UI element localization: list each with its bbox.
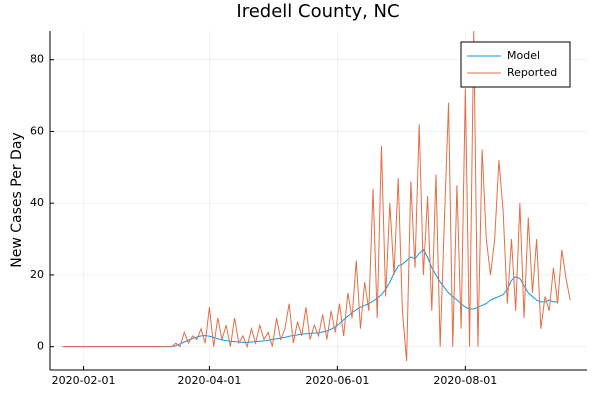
x-tick-label: 2020-08-01 <box>433 374 497 387</box>
y-tick-label: 80 <box>30 53 44 66</box>
y-tick-label: 60 <box>30 124 44 137</box>
series-line <box>62 249 558 348</box>
y-tick-label: 40 <box>30 196 44 209</box>
x-tick-label: 2020-06-01 <box>305 374 369 387</box>
x-tick-label: 2020-04-01 <box>177 374 241 387</box>
series-line <box>62 30 571 362</box>
chart-title: Iredell County, NC <box>236 1 399 22</box>
y-tick-label: 20 <box>30 268 44 281</box>
x-tick-label: 2020-02-01 <box>52 374 116 387</box>
legend-box <box>460 41 571 88</box>
y-tick-label: 0 <box>37 340 44 353</box>
y-axis-label: New Cases Per Day <box>9 132 25 267</box>
legend-label: Reported <box>507 66 557 79</box>
legend-label: Model <box>507 49 540 62</box>
